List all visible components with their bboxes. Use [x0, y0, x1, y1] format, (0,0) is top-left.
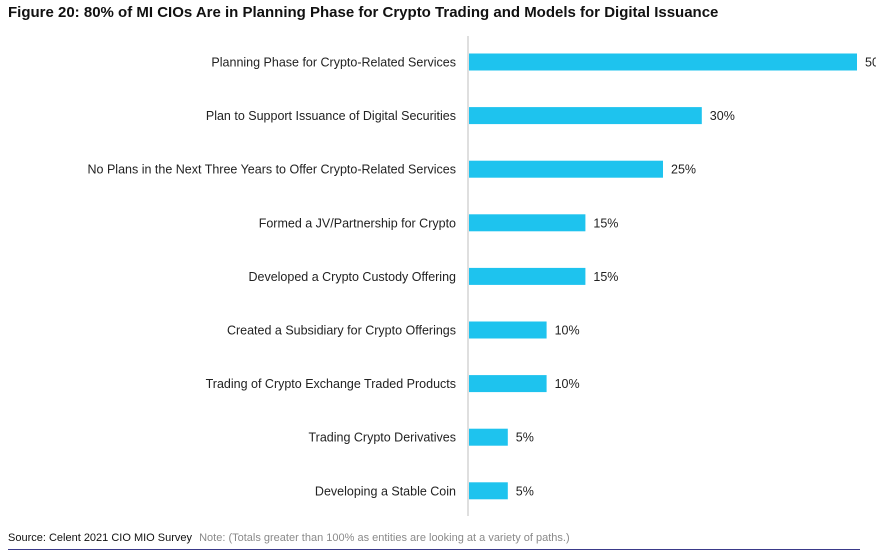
category-label: Trading Crypto Derivatives	[308, 431, 456, 445]
data-label: 5%	[516, 484, 534, 498]
category-label: Plan to Support Issuance of Digital Secu…	[206, 109, 456, 123]
category-label: Trading of Crypto Exchange Traded Produc…	[206, 377, 456, 391]
chart-footer: Source: Celent 2021 CIO MIO Survey Note:…	[8, 532, 570, 544]
bar	[469, 107, 702, 125]
bar	[469, 267, 586, 285]
bar	[469, 214, 586, 232]
category-label: Developed a Crypto Custody Offering	[248, 270, 456, 284]
data-label: 25%	[671, 163, 696, 177]
figure-title: Figure 20: 80% of MI CIOs Are in Plannin…	[8, 4, 719, 21]
note-text: Note: (Totals greater than 100% as entit…	[199, 532, 570, 544]
data-label: 10%	[555, 377, 580, 391]
bar	[469, 482, 508, 500]
bar	[469, 160, 663, 178]
data-label: 15%	[593, 216, 618, 230]
category-label: Created a Subsidiary for Crypto Offering…	[227, 324, 456, 338]
bar-series: Planning Phase for Crypto-Related Servic…	[88, 53, 876, 500]
category-label: No Plans in the Next Three Years to Offe…	[88, 163, 456, 177]
bar	[469, 321, 547, 339]
category-label: Developing a Stable Coin	[315, 484, 456, 498]
footer-rule	[8, 549, 860, 550]
data-label: 5%	[516, 431, 534, 445]
data-label: 10%	[555, 324, 580, 338]
bar	[469, 53, 857, 71]
data-label: 30%	[710, 109, 735, 123]
data-label: 15%	[593, 270, 618, 284]
source-text: Source: Celent 2021 CIO MIO Survey	[8, 532, 193, 544]
bar-chart: Planning Phase for Crypto-Related Servic…	[88, 36, 876, 516]
bar	[469, 375, 547, 393]
category-label: Formed a JV/Partnership for Crypto	[259, 216, 456, 230]
data-label: 50%	[865, 56, 876, 70]
bar	[469, 428, 508, 446]
category-label: Planning Phase for Crypto-Related Servic…	[211, 56, 456, 70]
